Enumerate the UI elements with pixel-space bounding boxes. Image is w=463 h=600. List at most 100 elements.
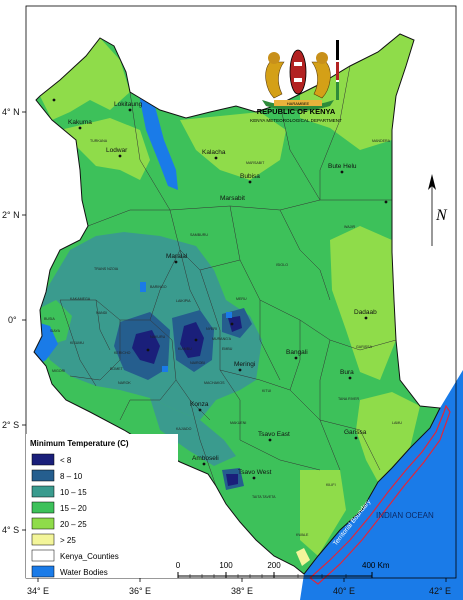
- county-label: MERU: [236, 297, 247, 301]
- lat-tick-label: 2° S: [2, 420, 19, 430]
- town-label: Konza: [190, 401, 209, 408]
- town-label: Marsabit: [220, 195, 245, 202]
- town-label: Tsavo West: [238, 469, 272, 476]
- lat-tick-label: 2° N: [2, 210, 20, 220]
- legend-label: 8 – 10: [60, 472, 83, 481]
- county-label: KERICHO: [114, 351, 131, 355]
- legend-label: < 8: [60, 456, 72, 465]
- legend-swatch: [31, 565, 55, 578]
- county-label: SAMBURU: [190, 233, 208, 237]
- header-title: REPUBLIC OF KENYA: [257, 107, 336, 116]
- county-label: KAKAMEGA: [70, 297, 91, 301]
- zone-20-25-kilifi: [300, 470, 346, 556]
- territorial-boundary: [309, 404, 451, 585]
- county-label: NAROK: [118, 381, 131, 385]
- header-subtitle: KENYA METEOROLOGICAL DEPARTMENT: [250, 118, 342, 123]
- town-label: Bubisa: [240, 173, 260, 180]
- lat-tick-label: 0°: [8, 315, 17, 325]
- county-label: BUSIA: [44, 317, 55, 321]
- county-label: TRANS NZOIA: [94, 267, 119, 271]
- zone-lt-8-kili: [226, 474, 238, 486]
- legend-label: 20 – 25: [60, 520, 87, 529]
- town-label: Meringi: [234, 361, 255, 368]
- scale-bar: 0 100 200 400 Km: [176, 561, 390, 578]
- temperature-zones: [34, 34, 420, 566]
- town-label: Bura: [340, 369, 354, 376]
- legend-label: 10 – 15: [60, 488, 87, 497]
- zone-lt-8-aberdares: [180, 322, 204, 358]
- county-label: MACHAKOS: [204, 381, 225, 385]
- lat-ticks: [22, 111, 26, 531]
- flag-stripe: [336, 40, 339, 100]
- lake-tana-dam: [226, 312, 232, 318]
- kenya-outline: [33, 33, 441, 575]
- town-label: Lokitaung: [114, 101, 143, 108]
- county-label: BOMET: [110, 367, 124, 371]
- county-label: EMBU: [222, 347, 233, 351]
- zone-20-25-eastcentral: [330, 226, 396, 380]
- county-label: TURKANA: [90, 139, 108, 143]
- north-letter: N: [435, 207, 448, 224]
- lat-tick-label: 4° N: [2, 107, 20, 117]
- zone-20-25-north-central: [180, 112, 286, 180]
- indian-ocean: [300, 370, 463, 600]
- town-markers: [52, 98, 388, 480]
- county-label: KIAMBU: [178, 347, 192, 351]
- county-labels: TURKANA MARSABIT MANDERA WAJIR ISIOLO GA…: [44, 139, 402, 537]
- county-label: KISUMU: [70, 341, 84, 345]
- county-label: MIGORI: [52, 369, 65, 373]
- lon-tick-label: 42° E: [429, 586, 451, 596]
- county-boundaries: [59, 65, 397, 487]
- zone-20-25-north: [40, 38, 130, 120]
- lon-tick-label: 36° E: [129, 586, 151, 596]
- zone-lt-8-mtkenya: [228, 316, 242, 332]
- lon-ticks: [37, 578, 447, 582]
- legend-swatch: [31, 501, 55, 514]
- county-label: MAKUENI: [230, 421, 246, 425]
- county-label: NANDI: [96, 311, 107, 315]
- lon-tick-label: 34° E: [27, 586, 49, 596]
- zone-20-25-turkana: [60, 118, 150, 180]
- town-label: Dadaab: [354, 309, 377, 316]
- legend-swatch: [31, 533, 55, 546]
- county-label: TAITA TAVETA: [252, 495, 276, 499]
- town-label: Kakuma: [68, 119, 92, 126]
- county-label: GARISSA: [356, 345, 373, 349]
- lake-victoria: [34, 320, 58, 370]
- town-label: Tsavo East: [258, 431, 290, 438]
- legend-label: Water Bodies: [60, 568, 108, 577]
- county-label: KILIFI: [326, 483, 336, 487]
- county-label: SIAYA: [50, 329, 61, 333]
- town-label: Bute Helu: [328, 163, 357, 170]
- town-label: Maralal: [166, 253, 188, 260]
- lake-naivasha: [162, 366, 168, 372]
- town-label: Bangali: [286, 349, 308, 356]
- lon-tick-label: 40° E: [333, 586, 355, 596]
- legend-swatch: [31, 453, 55, 466]
- county-label: NAIROBI: [190, 361, 205, 365]
- legend-swatch: [31, 549, 55, 562]
- zone-20-25-northeast: [300, 34, 414, 150]
- county-label: NAKURU: [150, 335, 166, 339]
- scale-label: 400 Km: [362, 561, 390, 570]
- scale-label: 100: [219, 561, 233, 570]
- county-label: KAJIADO: [176, 427, 192, 431]
- legend-label: Kenya_Counties: [60, 552, 119, 561]
- legend: Minimum Temperature (C) < 8 8 – 10 10 – …: [26, 434, 178, 578]
- legend-swatch: [31, 517, 55, 530]
- zone-20-25-southeast: [356, 392, 420, 482]
- town-label: Lodwar: [106, 147, 128, 154]
- legend-swatch: [31, 469, 55, 482]
- county-label: BARINGO: [150, 285, 167, 289]
- county-label: LAMU: [392, 421, 402, 425]
- lon-tick-label: 38° E: [231, 586, 253, 596]
- ocean-label: INDIAN OCEAN: [376, 511, 434, 520]
- north-arrow: N: [428, 174, 448, 246]
- county-label: LAIKIPIA: [176, 299, 191, 303]
- town-label: Garissa: [344, 429, 367, 436]
- scale-label: 200: [267, 561, 281, 570]
- legend-label: 15 – 20: [60, 504, 87, 513]
- map-frame: [25, 5, 457, 579]
- scale-label: 0: [176, 561, 181, 570]
